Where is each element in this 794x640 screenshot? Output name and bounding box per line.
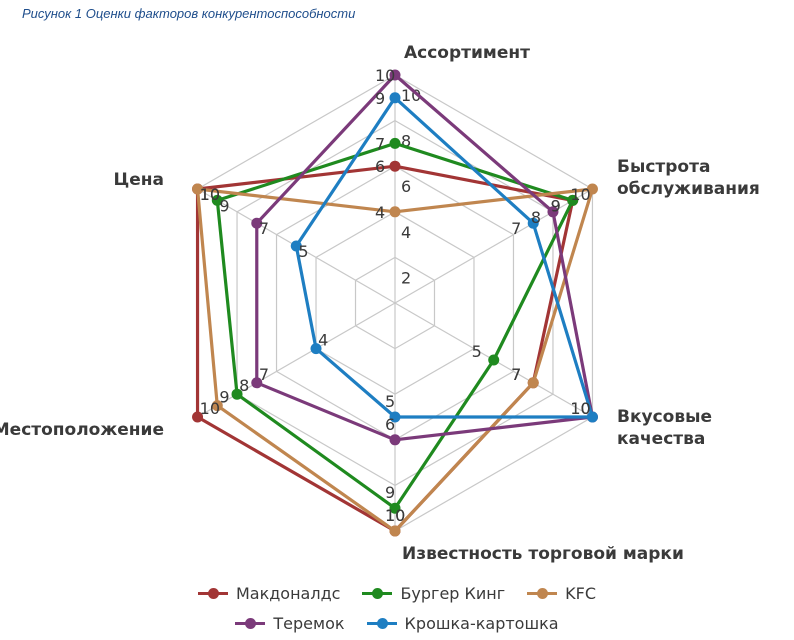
- data-label: 9: [219, 388, 229, 407]
- data-label: 10: [200, 185, 220, 204]
- data-label: 9: [385, 483, 395, 502]
- series-2: [192, 183, 598, 537]
- scale-label: 10: [401, 86, 421, 105]
- data-point: [389, 502, 401, 514]
- axis-label: Известность торговой марки: [402, 544, 684, 564]
- data-point: [192, 411, 204, 423]
- legend-marker: [527, 587, 558, 599]
- data-label: 10: [385, 506, 405, 525]
- axis-label: Цена: [113, 170, 164, 190]
- data-label: 9: [551, 196, 561, 215]
- data-point: [231, 388, 243, 400]
- data-point: [488, 354, 500, 366]
- data-label: 4: [375, 203, 385, 222]
- legend-row: Теремок Крошка-картошка: [0, 608, 794, 638]
- legend-item: Теремок: [235, 613, 345, 633]
- data-point: [389, 69, 401, 81]
- data-label: 5: [472, 342, 482, 361]
- legend-label: Крошка-картошка: [404, 613, 559, 633]
- data-point: [290, 240, 302, 252]
- legend-row: Макдоналдс Бургер Кинг KFC: [0, 578, 794, 608]
- data-label: 7: [511, 219, 521, 238]
- data-point: [211, 400, 223, 412]
- data-point: [389, 525, 401, 537]
- data-point: [389, 137, 401, 149]
- legend-marker: [362, 587, 393, 599]
- data-label: 10: [570, 399, 590, 418]
- legend-marker: [197, 587, 228, 599]
- data-point: [527, 217, 539, 229]
- data-label: 10: [570, 399, 590, 418]
- data-label: 6: [375, 157, 385, 176]
- data-label: 7: [511, 365, 521, 384]
- grid-spoke: [394, 188, 593, 304]
- data-label: 6: [385, 415, 395, 434]
- data-point: [586, 183, 598, 195]
- legend-marker: [235, 617, 266, 629]
- grid-spoke: [197, 302, 396, 418]
- axis-label: Ассортимент: [404, 43, 530, 63]
- data-point: [586, 411, 598, 423]
- data-point: [547, 206, 559, 218]
- data-label: 8: [531, 208, 541, 227]
- data-label: 10: [385, 506, 405, 525]
- data-point: [211, 194, 223, 206]
- data-label: 10: [200, 399, 220, 418]
- legend-item: Макдоналдс: [197, 583, 341, 603]
- data-label: 7: [511, 365, 521, 384]
- data-label: 5: [385, 392, 395, 411]
- legend-item: Бургер Кинг: [362, 584, 505, 603]
- data-point: [251, 377, 263, 389]
- series-4: [290, 92, 598, 423]
- series-3: [251, 69, 598, 446]
- data-point: [310, 343, 322, 355]
- data-label: 10: [200, 185, 220, 204]
- data-point: [251, 217, 263, 229]
- data-label: 9: [551, 196, 561, 215]
- data-label: 7: [375, 134, 385, 153]
- series-1: [211, 137, 579, 514]
- data-label: 7: [259, 365, 269, 384]
- data-label: 7: [259, 219, 269, 238]
- data-label: 5: [298, 242, 308, 261]
- scale-label: 6: [401, 177, 411, 196]
- legend-label: KFC: [565, 583, 597, 603]
- radar-axis-labels: Ассортимент Быстрота обслуживания Вкусовые к…: [0, 43, 760, 564]
- legend-label: Макдоналдс: [235, 583, 341, 603]
- axis-label: Местоположение: [0, 420, 164, 440]
- series-line: [294, 96, 595, 419]
- data-point: [567, 194, 579, 206]
- data-label: 8: [239, 376, 249, 395]
- scale-label: 4: [401, 223, 411, 242]
- legend-item: Крошка-картошка: [366, 613, 559, 633]
- data-point: [527, 377, 539, 389]
- legend-label: Бургер Кинг: [400, 583, 506, 603]
- data-point: [389, 92, 401, 104]
- data-label: 10: [570, 185, 590, 204]
- data-label: 4: [318, 331, 328, 350]
- axis-label: Быстрота обслуживания: [617, 157, 760, 199]
- axis-label: Вкусовые качества: [617, 407, 712, 449]
- legend-label: Теремок: [273, 613, 345, 633]
- data-point: [389, 206, 401, 218]
- legend-item: KFC: [527, 584, 596, 603]
- data-label: 9: [375, 89, 385, 108]
- legend-marker: [366, 617, 397, 629]
- data-label: 10: [375, 66, 395, 85]
- data-point: [389, 434, 401, 446]
- figure-caption: Рисунок 1 Оценки факторов конкурентоспос…: [22, 6, 356, 21]
- data-point: [389, 160, 401, 172]
- scale-label: 8: [401, 132, 411, 151]
- data-point: [389, 411, 401, 423]
- data-label: 9: [219, 196, 229, 215]
- data-point: [192, 183, 204, 195]
- scale-label: 2: [401, 268, 411, 287]
- chart-legend: Макдоналдс Бургер Кинг KFC Теремок Крошка-к…: [0, 578, 794, 638]
